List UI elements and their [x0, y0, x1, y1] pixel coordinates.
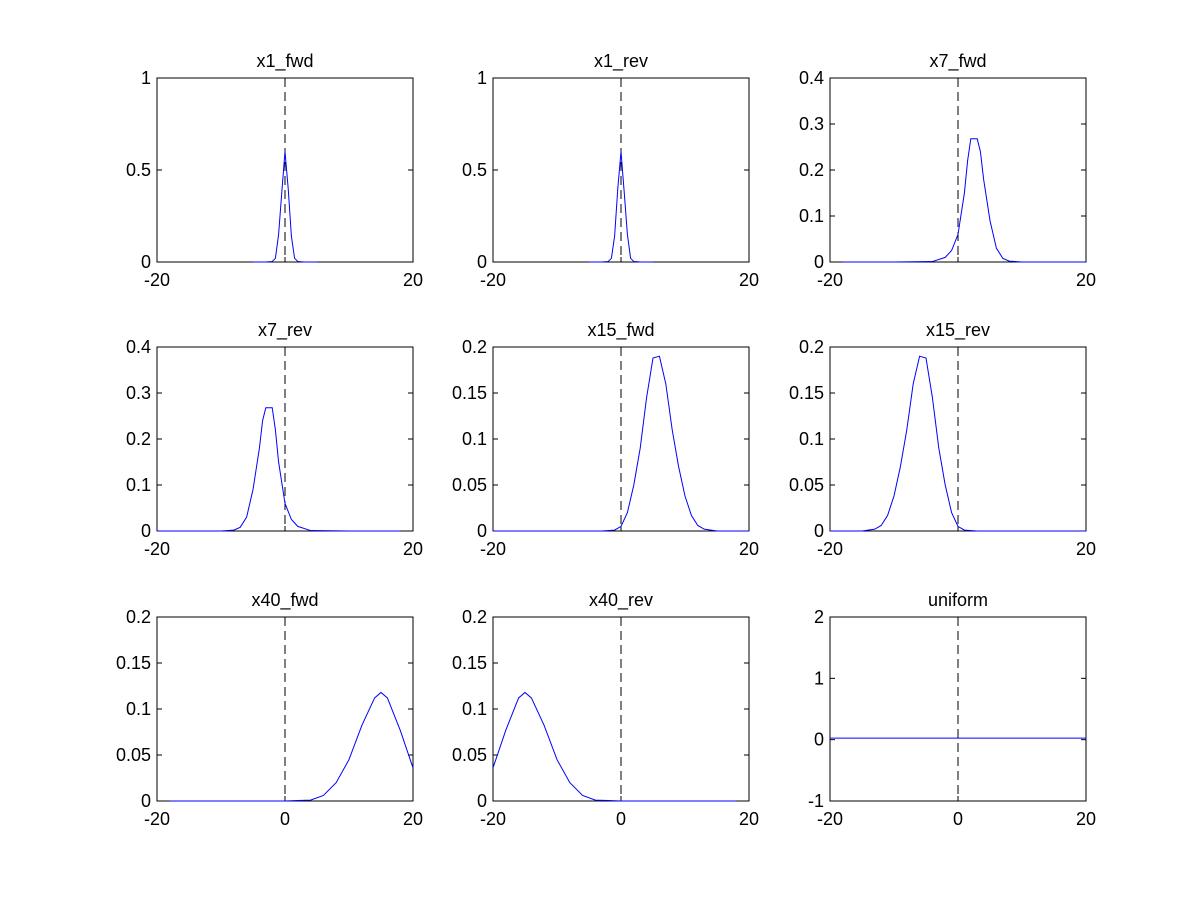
y-tick-label: 0.15	[452, 653, 487, 673]
y-tick-label: 0	[477, 521, 487, 541]
y-tick-label: 0.1	[799, 429, 824, 449]
series-line	[253, 151, 317, 263]
y-tick-label: 0.5	[126, 160, 151, 180]
y-tick-label: 0.05	[452, 475, 487, 495]
x-tick-label: 20	[739, 539, 759, 559]
series-line	[157, 407, 401, 532]
y-tick-label: 0.15	[452, 383, 487, 403]
subplot-x7_rev: x7_rev 0 0.1 0.2 0.3 0.4 -20 20	[126, 320, 423, 559]
y-tick-label: 0.05	[116, 745, 151, 765]
x-tick-label: -20	[480, 809, 506, 829]
y-tick-label: 0.1	[462, 429, 487, 449]
series-line	[169, 691, 414, 802]
x-tick-label: 0	[280, 809, 290, 829]
subplot-title: x7_rev	[258, 320, 312, 341]
y-tick-label: 0.05	[452, 745, 487, 765]
y-tick-label: 0.1	[126, 699, 151, 719]
x-tick-label: 20	[403, 539, 423, 559]
y-tick-label: 0.15	[116, 653, 151, 673]
y-tick-label: 0.3	[799, 114, 824, 134]
x-tick-label: 20	[739, 270, 759, 290]
y-tick-label: 0	[477, 791, 487, 811]
x-tick-label: 20	[403, 270, 423, 290]
subplot-x1_rev: x1_rev 0 0.5 1 -20 20	[462, 51, 759, 290]
subplot-uniform: uniform -1 0 1 2 -20 0 20	[808, 590, 1096, 829]
y-tick-label: 0.4	[799, 68, 824, 88]
y-tick-label: 0.05	[789, 475, 824, 495]
subplot-x7_fwd: x7_fwd 0 0.1 0.2 0.3 0.4 -20 20	[799, 51, 1096, 290]
y-tick-label: 1	[814, 668, 824, 688]
x-tick-label: 20	[1076, 270, 1096, 290]
y-tick-label: 0	[814, 730, 824, 750]
subplot-x15_rev: x15_rev 0 0.05 0.1 0.15 0.2 -20 20	[789, 320, 1096, 559]
y-tick-label: 0	[814, 521, 824, 541]
subplot-title: x15_fwd	[587, 320, 654, 341]
y-tick-label: 0.2	[799, 337, 824, 357]
x-tick-label: 20	[1076, 809, 1096, 829]
x-tick-label: -20	[144, 539, 170, 559]
subplot-title: x1_fwd	[256, 51, 313, 72]
series-line	[842, 138, 1086, 263]
y-tick-label: 0.1	[126, 475, 151, 495]
y-tick-label: 0.2	[462, 607, 487, 627]
subplot-x15_fwd: x15_fwd 0 0.05 0.1 0.15 0.2 -20 20	[452, 320, 759, 559]
x-tick-label: -20	[480, 539, 506, 559]
y-tick-label: 0.2	[462, 337, 487, 357]
y-tick-label: 0.5	[462, 160, 487, 180]
y-tick-label: 0.3	[126, 383, 151, 403]
subplot-title: x15_rev	[926, 320, 990, 341]
subplot-title: x1_rev	[594, 51, 648, 72]
subplot-title: uniform	[928, 590, 988, 610]
subplot-title: x7_fwd	[929, 51, 986, 72]
y-tick-label: 2	[814, 607, 824, 627]
y-tick-label: 0.4	[126, 337, 151, 357]
y-tick-label: 0	[141, 252, 151, 272]
x-tick-label: -20	[817, 539, 843, 559]
x-tick-label: -20	[144, 809, 170, 829]
x-tick-label: 0	[953, 809, 963, 829]
y-tick-label: 1	[141, 68, 151, 88]
x-tick-label: -20	[817, 809, 843, 829]
subplot-x1_fwd: x1_fwd 0 0.5 1 -20 20	[126, 51, 423, 290]
x-tick-label: -20	[144, 270, 170, 290]
y-tick-label: 0.1	[462, 699, 487, 719]
y-tick-label: 0	[477, 252, 487, 272]
x-tick-label: -20	[817, 270, 843, 290]
y-tick-label: -1	[808, 791, 824, 811]
series-line	[830, 355, 1086, 532]
y-tick-label: 1	[477, 68, 487, 88]
subplot-title: x40_fwd	[251, 590, 318, 611]
y-tick-label: 0.2	[126, 429, 151, 449]
subplot-title: x40_rev	[589, 590, 653, 611]
y-tick-label: 0	[814, 252, 824, 272]
x-tick-label: 20	[1076, 539, 1096, 559]
y-tick-label: 0	[141, 521, 151, 541]
x-tick-label: -20	[480, 270, 506, 290]
x-tick-label: 0	[616, 809, 626, 829]
y-tick-label: 0.15	[789, 383, 824, 403]
series-line	[493, 355, 749, 532]
series-line	[589, 151, 653, 263]
x-tick-label: 20	[403, 809, 423, 829]
x-tick-label: 20	[739, 809, 759, 829]
y-tick-label: 0.2	[126, 607, 151, 627]
y-tick-label: 0.1	[799, 206, 824, 226]
y-tick-label: 0	[141, 791, 151, 811]
y-tick-label: 0.2	[799, 160, 824, 180]
series-line	[492, 691, 737, 802]
